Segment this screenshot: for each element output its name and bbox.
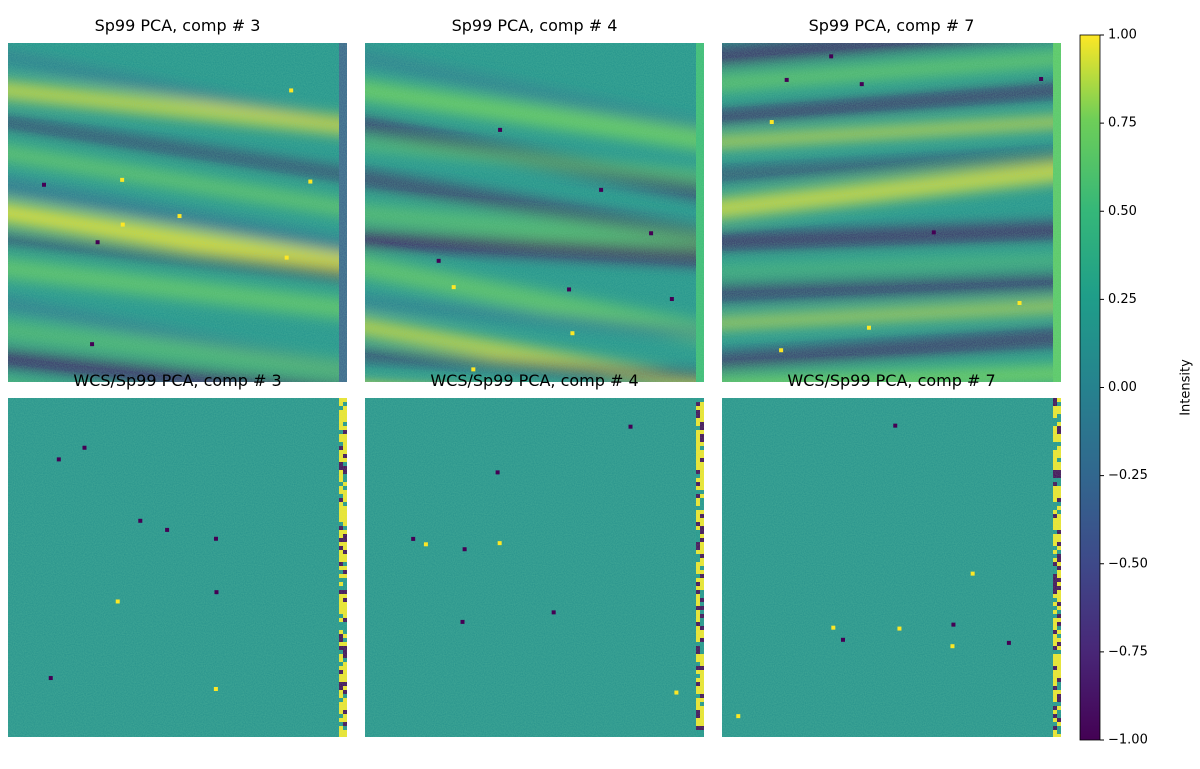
- hot-pixel: [120, 177, 125, 182]
- hot-pixel: [970, 571, 975, 576]
- hot-pixel: [284, 255, 289, 260]
- colorbar-tick-label: −0.75: [1108, 644, 1148, 659]
- image-noise: [722, 398, 1061, 737]
- hot-pixel: [669, 296, 674, 301]
- hot-pixel: [831, 625, 836, 630]
- hot-pixel: [893, 423, 898, 428]
- hot-pixel: [866, 325, 871, 330]
- panel-title: WCS/Sp99 PCA, comp # 4: [430, 371, 638, 390]
- colorbar: [1079, 34, 1101, 741]
- hot-pixel: [567, 287, 572, 292]
- hot-pixel: [471, 367, 476, 372]
- hot-pixel: [411, 536, 416, 541]
- colorbar-tick-label: 1.00: [1108, 28, 1137, 43]
- hot-pixel: [460, 619, 465, 624]
- hot-pixel: [859, 82, 864, 87]
- hot-pixel: [1017, 301, 1022, 306]
- hot-pixel: [90, 342, 95, 347]
- panel-title: Sp99 PCA, comp # 3: [95, 16, 261, 35]
- hot-pixel: [950, 644, 955, 649]
- hot-pixel: [289, 88, 294, 93]
- panel-title: WCS/Sp99 PCA, comp # 3: [73, 371, 281, 390]
- hot-pixel: [462, 547, 467, 552]
- hot-pixel: [497, 541, 502, 546]
- image-noise: [8, 398, 347, 737]
- hot-pixel: [841, 637, 846, 642]
- hot-pixel: [177, 214, 182, 219]
- hot-pixel: [451, 285, 456, 290]
- hot-pixel: [214, 590, 219, 595]
- hot-pixel: [779, 348, 784, 353]
- panel-title: Sp99 PCA, comp # 7: [809, 16, 975, 35]
- hot-pixel: [115, 599, 120, 604]
- panel-image: [365, 398, 704, 737]
- colorbar-tick-label: −0.50: [1108, 556, 1148, 571]
- hot-pixel: [436, 258, 441, 263]
- hot-pixel: [769, 120, 774, 125]
- hot-pixel: [931, 230, 936, 235]
- hot-pixel: [95, 240, 100, 245]
- hot-pixel: [628, 424, 633, 429]
- hot-pixel: [498, 127, 503, 132]
- hot-pixel: [213, 536, 218, 541]
- hot-pixel: [599, 187, 604, 192]
- image-noise: [365, 43, 704, 382]
- colorbar-tick-label: −0.25: [1108, 468, 1148, 483]
- hot-pixel: [551, 610, 556, 615]
- panel-image: [8, 398, 347, 737]
- image-noise: [8, 43, 347, 382]
- hot-pixel: [213, 687, 218, 692]
- panel-title: Sp99 PCA, comp # 4: [452, 16, 618, 35]
- hot-pixel: [736, 714, 741, 719]
- hot-pixel: [829, 54, 834, 59]
- panel-image: [722, 398, 1061, 737]
- hot-pixel: [138, 518, 143, 523]
- panel-image: [8, 43, 347, 382]
- hot-pixel: [423, 542, 428, 547]
- colorbar-label: Intensity: [1179, 359, 1194, 416]
- image-noise: [722, 43, 1061, 382]
- hot-pixel: [495, 470, 500, 475]
- hot-pixel: [1006, 640, 1011, 645]
- image-noise: [365, 398, 704, 737]
- hot-pixel: [82, 445, 87, 450]
- colorbar-tick-label: −1.00: [1108, 733, 1148, 748]
- panel-image: [722, 43, 1061, 382]
- hot-pixel: [1039, 76, 1044, 81]
- hot-pixel: [570, 331, 575, 336]
- hot-pixel: [42, 182, 47, 187]
- hot-pixel: [120, 222, 125, 227]
- hot-pixel: [784, 77, 789, 82]
- hot-pixel: [674, 690, 679, 695]
- hot-pixel: [649, 231, 654, 236]
- colorbar-tick-label: 0.75: [1108, 116, 1137, 131]
- hot-pixel: [48, 676, 53, 681]
- hot-pixel: [897, 626, 902, 631]
- colorbar-tick-label: 0.25: [1108, 292, 1137, 307]
- colorbar-tick-label: 0.00: [1108, 380, 1137, 395]
- hot-pixel: [56, 457, 61, 462]
- panel-title: WCS/Sp99 PCA, comp # 7: [787, 371, 995, 390]
- hot-pixel: [951, 622, 956, 627]
- panel-image: [365, 43, 704, 382]
- hot-pixel: [308, 179, 313, 184]
- hot-pixel: [165, 527, 170, 532]
- colorbar-tick-label: 0.50: [1108, 204, 1137, 219]
